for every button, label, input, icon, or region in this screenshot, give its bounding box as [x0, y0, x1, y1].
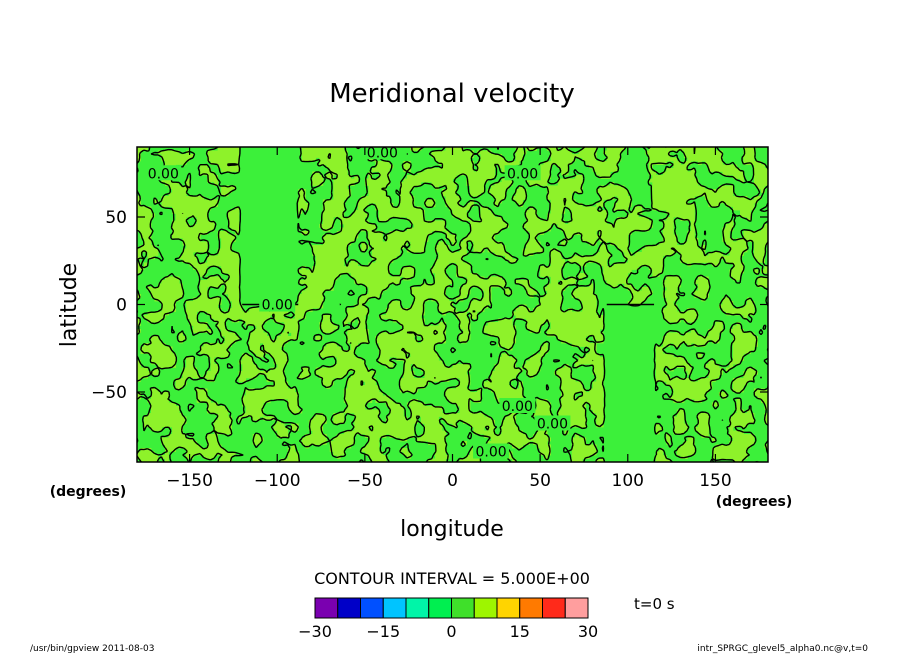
contour-line-zero: [137, 147, 768, 462]
contour-label-bg-0: [364, 147, 401, 160]
colorbar-swatch-0: [314, 597, 339, 619]
x-tick-label-2: −50: [347, 471, 383, 491]
contour-line-layer: [137, 147, 768, 462]
contour-label-3: 0.00: [262, 298, 293, 314]
colorbar-swatch-11: [564, 597, 589, 619]
colorbar-tick-label-1: −15: [366, 622, 400, 641]
colorbar-swatch-7: [473, 597, 498, 619]
colorbar-tick-label-4: 30: [578, 622, 598, 641]
colorbar-swatch-4: [405, 597, 430, 619]
colorbar-swatch-5: [428, 597, 452, 619]
colorbar-tick-label-2: 0: [446, 622, 456, 641]
colorbar-swatch-2: [360, 597, 384, 619]
y-tick-label-2: −50: [91, 383, 127, 403]
colorbar-tick-label-0: −30: [298, 622, 332, 641]
colorbar-swatch-10: [542, 597, 566, 619]
x-axis-unit-right: (degrees): [716, 494, 793, 510]
colorbar-tick-label-3: 15: [510, 622, 530, 641]
footer-right: intr_SPRGC_glevel5_alpha0.nc@v,t=0: [697, 644, 868, 654]
x-tick-label-0: −150: [166, 471, 213, 491]
x-axis-unit-left: (degrees): [50, 484, 127, 500]
contour-label-5: 0.00: [537, 417, 568, 433]
y-axis: 50 0 −50: [91, 208, 768, 403]
contour-label-4: 0.00: [502, 399, 533, 415]
contour-fill-layer: [137, 147, 768, 462]
contour-label-bg-5: [534, 415, 571, 431]
x-tick-label-1: −100: [254, 471, 301, 491]
y-tick-label-0: 50: [105, 208, 127, 228]
contour-label-0: 0.00: [367, 145, 398, 161]
contour-label-layer: 0.000.00 0.000.000.000.000.00: [145, 145, 571, 461]
contour-label-bg-2: [504, 165, 541, 181]
x-tick-label-4: 50: [529, 471, 551, 491]
contour-label-6: 0.00: [475, 445, 506, 461]
contour-interval-text: CONTOUR INTERVAL = 5.000E+00: [314, 569, 590, 588]
colorbar-swatch-3: [382, 597, 407, 619]
y-tick-label-1: 0: [116, 296, 127, 316]
colorbar-swatch-1: [337, 597, 361, 619]
contour-label-2: 0.00: [507, 166, 538, 182]
colorbar-swatch-9: [519, 597, 543, 619]
y-axis-label: latitude: [57, 263, 82, 347]
plot-area: 0.000.00 0.000.000.000.000.00: [137, 145, 768, 462]
x-tick-label-3: 0: [447, 471, 458, 491]
colorbar-swatch-6: [451, 597, 475, 619]
contour-label-bg-6: [473, 443, 510, 459]
colorbar-swatch-8: [496, 597, 521, 619]
contour-fill-positive: [137, 147, 768, 462]
x-axis: −150 −100 −50 0 50 100 150: [166, 147, 732, 491]
contour-label-bg-4: [499, 398, 536, 413]
chart-title: Meridional velocity: [329, 79, 575, 109]
footer-left: /usr/bin/gpview 2011-08-03: [30, 644, 154, 654]
contour-label-bg-3: [259, 296, 296, 312]
x-axis-label: longitude: [400, 517, 504, 542]
x-tick-label-5: 100: [612, 471, 644, 491]
contour-label-1: 0.00: [148, 166, 179, 182]
contour-label-bg-1: [145, 165, 182, 181]
colorbar: −30 −15 0 15 30: [298, 597, 598, 641]
time-text: t=0 s: [634, 595, 675, 613]
x-tick-label-6: 150: [699, 471, 731, 491]
